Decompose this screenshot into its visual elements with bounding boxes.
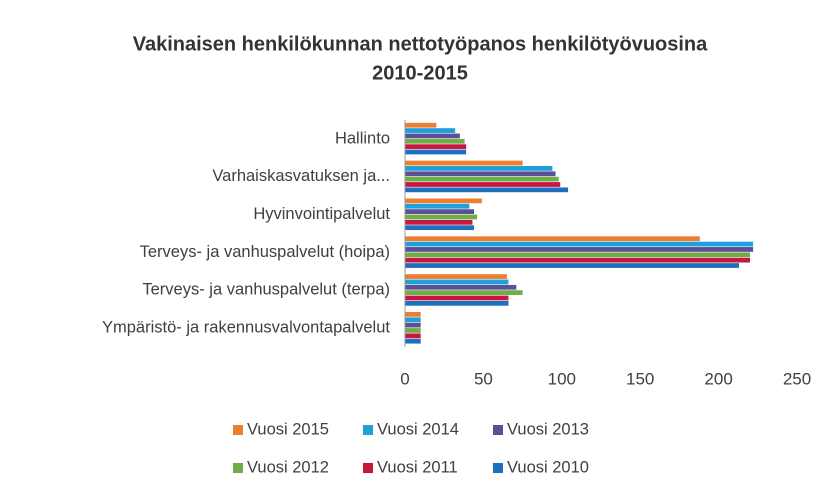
- legend-swatch: [363, 463, 373, 473]
- bar: [405, 182, 561, 187]
- bar: [405, 284, 517, 290]
- bar: [405, 166, 553, 171]
- bar: [405, 149, 467, 155]
- y-tick-label: Ympäristö- ja rakennusvalvontapalvelut: [102, 318, 390, 336]
- bar: [405, 274, 507, 279]
- x-tick-label: 250: [783, 369, 811, 388]
- y-tick-label: Hyvinvointipalvelut: [253, 205, 390, 223]
- legend-swatch: [493, 463, 503, 473]
- legend-label: Vuosi 2012: [247, 458, 329, 476]
- bar: [405, 144, 467, 150]
- bar: [405, 295, 509, 301]
- legend-label: Vuosi 2015: [247, 420, 329, 438]
- bar: [405, 225, 474, 231]
- y-tick-label: Terveys- ja vanhuspalvelut (terpa): [142, 281, 390, 299]
- bar: [405, 236, 700, 242]
- bar: [405, 203, 470, 209]
- legend-label: Vuosi 2013: [507, 420, 589, 438]
- legend-swatch: [493, 425, 503, 435]
- bar: [405, 187, 569, 193]
- x-tick-label: 150: [626, 369, 654, 388]
- legend-swatch: [363, 425, 373, 435]
- bar: [405, 209, 474, 214]
- legend-label: Vuosi 2011: [377, 458, 458, 476]
- bar: [405, 252, 750, 258]
- bar: [405, 160, 523, 166]
- legend-label: Vuosi 2014: [377, 420, 459, 438]
- chart-title: Vakinaisen henkilökunnan nettotyöpanos h…: [133, 33, 708, 55]
- x-tick-label: 50: [474, 369, 493, 388]
- bar: [405, 214, 478, 220]
- bar: [405, 290, 523, 296]
- bar: [405, 219, 473, 225]
- bar: [405, 312, 421, 317]
- chart-title: 2010-2015: [372, 62, 468, 84]
- bar: [405, 338, 421, 344]
- bar: [405, 322, 421, 328]
- bar: [405, 257, 750, 263]
- bar: [405, 176, 559, 182]
- legend-swatch: [233, 463, 243, 473]
- bar: [405, 300, 509, 306]
- bar: [405, 133, 460, 139]
- bar: [405, 279, 509, 285]
- bar: [405, 263, 739, 268]
- y-tick-label: Hallinto: [335, 129, 390, 147]
- x-tick-label: 200: [704, 369, 732, 388]
- bar: [405, 241, 754, 247]
- bar: [405, 317, 421, 323]
- y-tick-label: Terveys- ja vanhuspalvelut (hoipa): [140, 243, 390, 261]
- bar: [405, 128, 456, 133]
- bar: [405, 328, 421, 333]
- bar: [405, 247, 754, 252]
- bar: [405, 198, 482, 204]
- x-tick-label: 100: [548, 369, 576, 388]
- bar: [405, 122, 437, 128]
- bar: [405, 138, 465, 144]
- y-tick-label: Varhaiskasvatuksen ja...: [212, 167, 390, 185]
- legend-label: Vuosi 2010: [507, 458, 589, 476]
- bar: [405, 171, 556, 177]
- x-tick-label: 0: [400, 369, 409, 388]
- legend-swatch: [233, 425, 243, 435]
- bar: [405, 333, 421, 339]
